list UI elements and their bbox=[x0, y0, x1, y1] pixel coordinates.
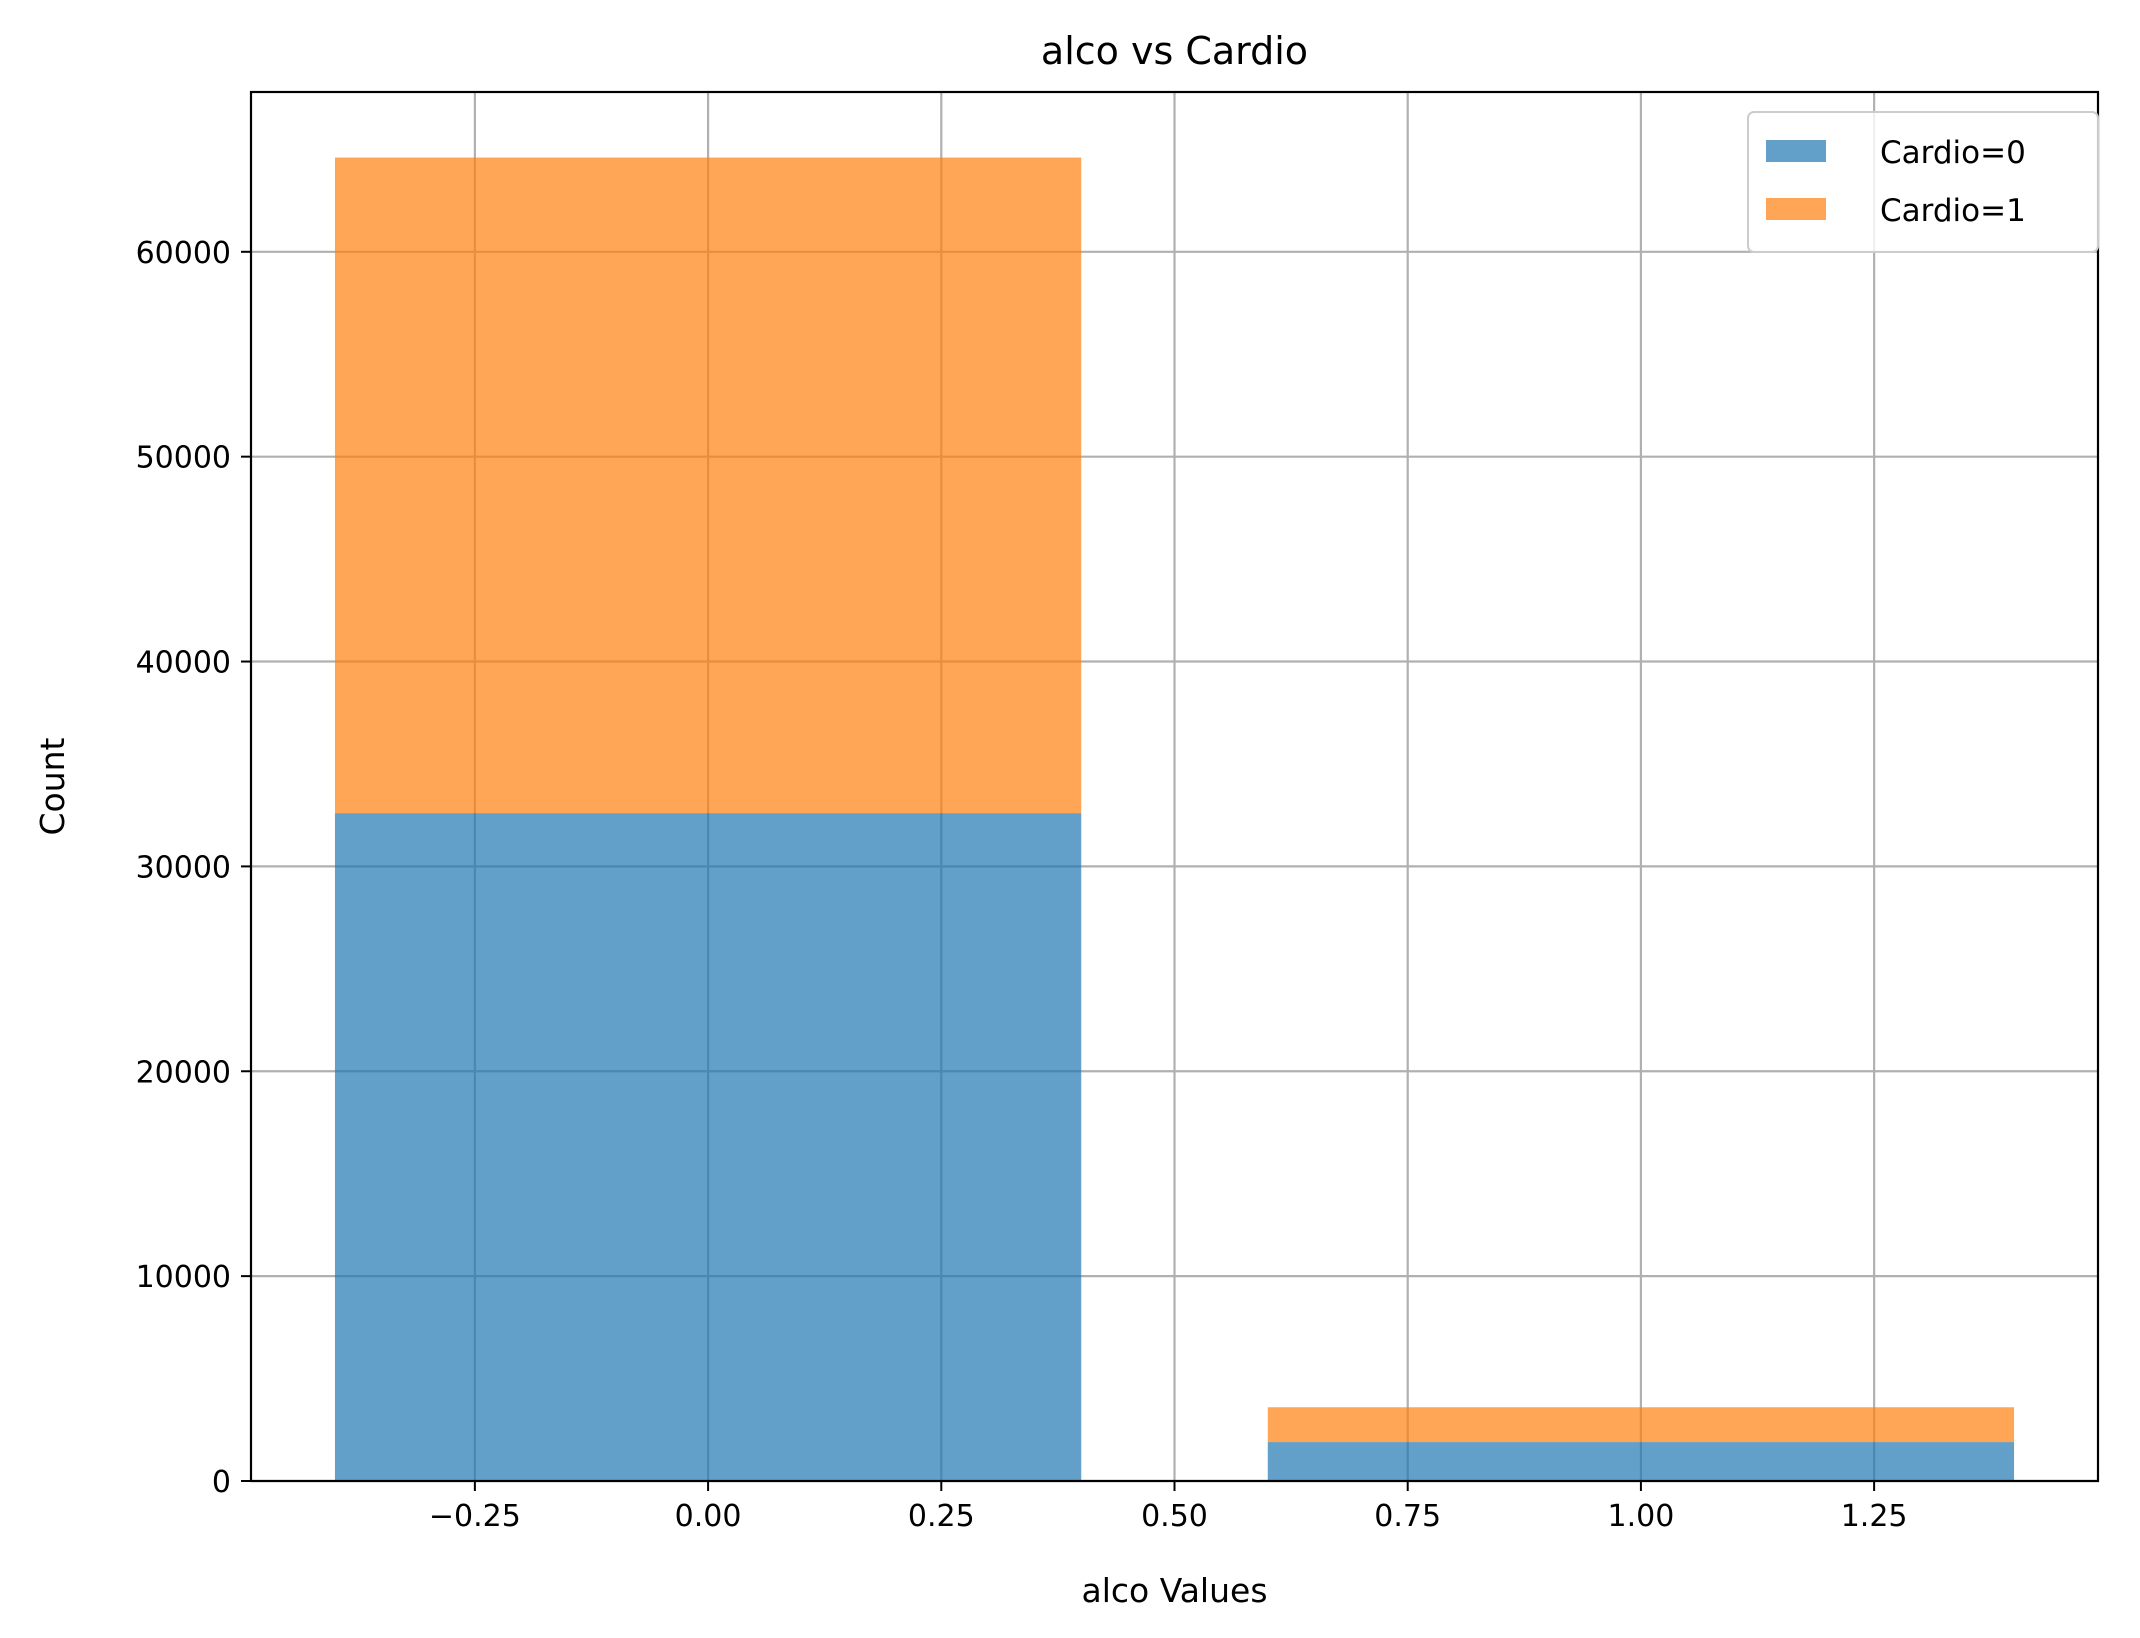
y-tick-label: 0 bbox=[212, 1465, 231, 1500]
y-axis-label: Count bbox=[33, 737, 72, 835]
bar-1-series-0 bbox=[1267, 1442, 2015, 1481]
legend-label: Cardio=0 bbox=[1880, 135, 2026, 171]
y-tick-label: 30000 bbox=[136, 850, 231, 885]
legend-box bbox=[1747, 111, 2099, 253]
x-tick-label: 0.75 bbox=[1374, 1499, 1441, 1534]
y-tick-label: 20000 bbox=[136, 1055, 231, 1090]
legend-label: Cardio=1 bbox=[1880, 193, 2026, 229]
x-axis-label: alco Values bbox=[1081, 1571, 1267, 1610]
bars bbox=[334, 157, 2015, 1481]
bar-0-series-1 bbox=[334, 157, 1082, 814]
x-tick-label: 0.50 bbox=[1141, 1499, 1208, 1534]
y-tick-label: 60000 bbox=[136, 236, 231, 271]
x-axis-ticks: −0.25 0.00 0.25 0.50 0.75 1.00 1.25 bbox=[429, 1481, 1908, 1534]
x-tick-label: 1.00 bbox=[1608, 1499, 1675, 1534]
bar-0-series-0 bbox=[334, 813, 1082, 1481]
legend-swatch bbox=[1766, 140, 1826, 162]
x-tick-label: −0.25 bbox=[429, 1499, 521, 1534]
bar-1-series-1 bbox=[1267, 1407, 2015, 1443]
y-axis-ticks: 0 10000 20000 30000 40000 50000 60000 bbox=[136, 236, 251, 1500]
x-tick-label: 0.00 bbox=[675, 1499, 742, 1534]
x-tick-label: 0.25 bbox=[908, 1499, 975, 1534]
y-tick-label: 40000 bbox=[136, 646, 231, 681]
y-tick-label: 50000 bbox=[136, 441, 231, 476]
chart-title: alco vs Cardio bbox=[1041, 29, 1308, 73]
legend-swatch bbox=[1766, 198, 1826, 220]
legend: Cardio=0 Cardio=1 bbox=[1747, 111, 2099, 253]
y-tick-label: 10000 bbox=[136, 1260, 231, 1295]
x-tick-label: 1.25 bbox=[1841, 1499, 1908, 1534]
